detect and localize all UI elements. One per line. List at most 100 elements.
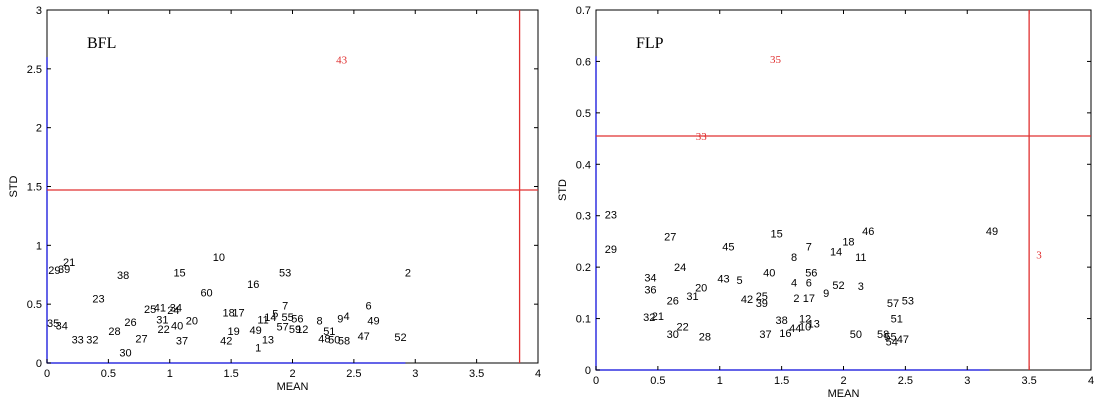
point-label: 11: [855, 252, 866, 264]
point-label: 57: [887, 298, 899, 310]
x-axis-label: MEAN: [277, 381, 309, 393]
point-label: 25: [144, 304, 156, 316]
point-label: 21: [652, 311, 664, 323]
x-tick-label: 1: [717, 375, 723, 387]
chart-panel-bfl: 0 0.5 1 1.5 2 2.5 3 3.5 400.511.522.53MEANSTDBFL…: [8, 5, 541, 393]
point-label: 29: [48, 265, 60, 277]
point-label: 59: [289, 324, 301, 336]
point-label: 48: [318, 333, 330, 345]
point-label: 8: [316, 316, 322, 328]
point-label: 31: [686, 291, 698, 303]
point-label: 45: [722, 242, 734, 254]
plot-frame: [595, 9, 1092, 371]
point-label: 24: [167, 305, 179, 317]
point-label: 58: [877, 329, 889, 341]
y-tick-label: 0: [585, 365, 591, 377]
point-label: 55: [884, 332, 896, 344]
point-label: 20: [186, 316, 198, 328]
point-label: 58: [338, 336, 350, 348]
point-label: 23: [92, 293, 104, 305]
point-label: 2: [793, 293, 799, 305]
point-label: 18: [842, 236, 854, 248]
chart-title: BFL: [87, 35, 116, 52]
point-label: 34: [56, 320, 68, 332]
y-tick-label: 0.6: [576, 56, 591, 68]
point-label: 12: [296, 324, 308, 336]
point-label: 24: [674, 262, 686, 274]
point-label: 18: [223, 307, 235, 319]
x-tick-label: 1: [167, 368, 173, 380]
chart-title: FLP: [636, 35, 664, 52]
point-label: 38: [776, 315, 788, 327]
point-label: 30: [119, 347, 131, 359]
point-label: 57: [277, 322, 289, 334]
point-label: 38: [117, 270, 129, 282]
point-label: 49: [986, 226, 998, 238]
point-label: 39: [756, 298, 768, 310]
point-label: 41: [154, 303, 166, 315]
point-label: 51: [323, 326, 335, 338]
y-tick-label: 3: [36, 5, 42, 17]
point-label: 22: [677, 321, 689, 333]
point-label: 2: [405, 267, 411, 279]
point-label: 37: [759, 329, 771, 341]
point-label: 53: [902, 296, 914, 308]
point-label: 10: [213, 252, 225, 264]
point-label: 42: [220, 336, 232, 348]
point-label: 27: [664, 231, 676, 243]
y-tick-label: 0.4: [576, 159, 591, 171]
x-tick-label: 3.5: [1021, 375, 1036, 387]
point-label: 34: [170, 303, 182, 315]
point-label: 39: [58, 264, 70, 276]
point-label: 32: [86, 334, 98, 346]
point-label: 40: [763, 267, 775, 279]
point-label: 19: [227, 326, 239, 338]
point-label: 40: [171, 320, 183, 332]
point-label: 33: [72, 334, 84, 346]
point-label: 49: [367, 316, 379, 328]
point-label: 25: [756, 291, 768, 303]
x-axis-label: MEAN: [828, 388, 860, 400]
point-label: 6: [806, 278, 812, 290]
point-label: 29: [605, 244, 617, 256]
x-tick-label: 2.5: [898, 375, 913, 387]
y-tick-label: 2: [36, 123, 42, 135]
point-label: 17: [232, 307, 244, 319]
x-tick-label: 0: [44, 368, 50, 380]
point-label: 21: [63, 257, 75, 269]
point-label: 9: [823, 288, 829, 300]
point-label: 7: [282, 300, 288, 312]
y-tick-label: 0.7: [576, 5, 591, 17]
outlier-point-label: 3: [1036, 249, 1042, 261]
x-tick-label: 1.5: [223, 368, 238, 380]
point-label: 50: [328, 334, 340, 346]
point-label: 4: [343, 311, 349, 323]
point-label: 26: [124, 317, 136, 329]
point-label: 36: [644, 284, 656, 296]
x-tick-label: 3.5: [469, 368, 484, 380]
point-label: 51: [891, 314, 903, 326]
point-label: 54: [886, 337, 898, 349]
point-label: 37: [176, 336, 188, 348]
y-axis-label: STD: [8, 175, 20, 197]
point-label: 15: [771, 229, 783, 241]
y-tick-label: 0.2: [576, 262, 591, 274]
point-label: 4: [791, 278, 797, 290]
point-label: 28: [108, 326, 120, 338]
x-tick-label: 3: [964, 375, 970, 387]
x-tick-label: 4: [535, 368, 541, 380]
point-label: 56: [805, 267, 817, 279]
point-label: 31: [156, 314, 168, 326]
point-label: 12: [799, 314, 811, 326]
y-tick-label: 0.5: [576, 108, 591, 120]
y-tick-label: 1.5: [27, 182, 42, 194]
point-label: 11: [257, 314, 268, 326]
outlier-point-label: 43: [336, 54, 348, 66]
point-label: 43: [717, 273, 729, 285]
point-label: 60: [200, 287, 212, 299]
point-label: 32: [643, 312, 655, 324]
chart-panel-flp: 0 0.5 1 1.5 2 2.5 3 3.5 400.10.20.30.40.50.60.7M…: [557, 5, 1094, 400]
y-tick-label: 2.5: [27, 64, 42, 76]
point-label: 16: [779, 328, 791, 340]
point-label: 17: [803, 293, 815, 305]
